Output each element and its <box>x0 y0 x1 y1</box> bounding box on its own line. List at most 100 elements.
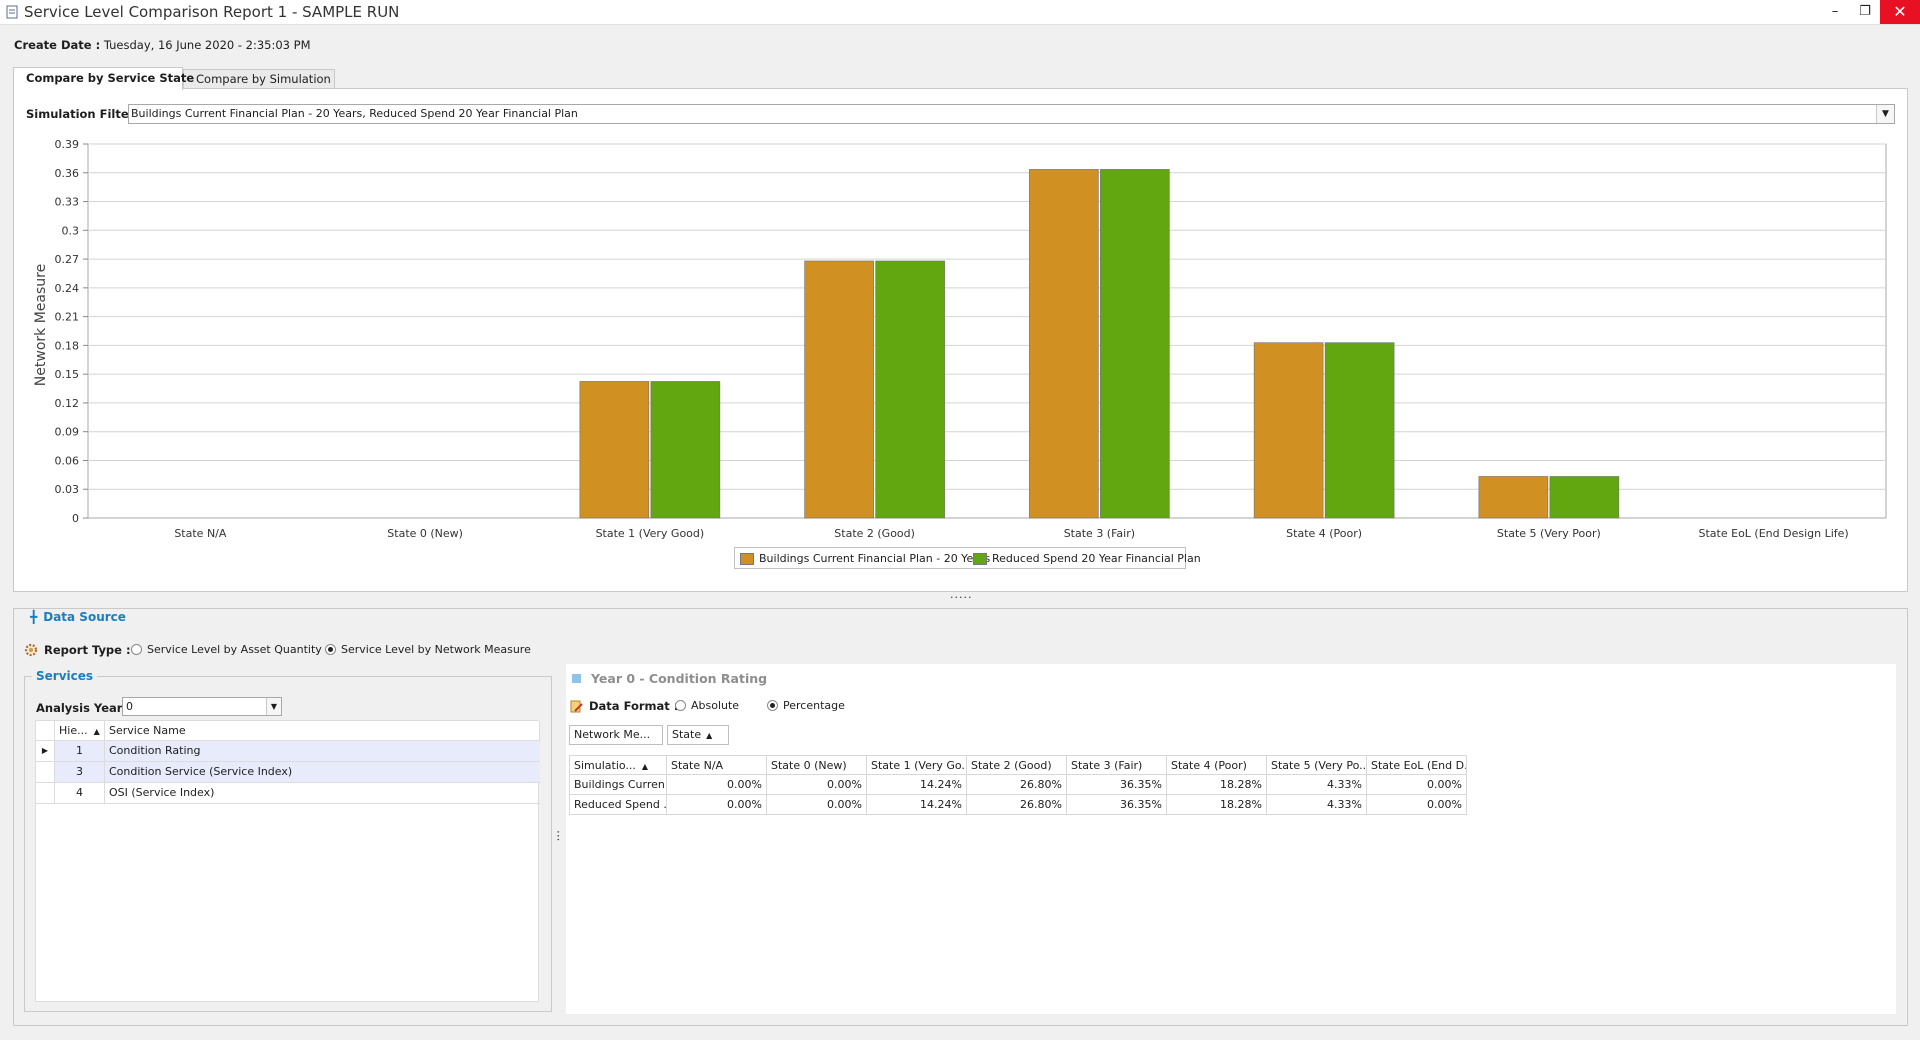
pivot-value-cell: 36.35% <box>1067 795 1167 815</box>
radio-network-measure[interactable]: Service Level by Network Measure <box>325 643 531 656</box>
gear-icon <box>24 643 38 657</box>
window-title: Service Level Comparison Report 1 - SAMP… <box>24 3 400 21</box>
pivot-row-header[interactable]: Buildings Curren... <box>569 775 667 795</box>
x-tick-label: State EoL (End Design Life) <box>1699 527 1849 540</box>
detail-title-text: Year 0 - Condition Rating <box>591 671 768 686</box>
pivot-column-header[interactable]: State 3 (Fair) <box>1067 755 1167 775</box>
chart-bars <box>579 169 1620 519</box>
y-tick-label: 0.03 <box>55 483 80 496</box>
filter-field-network-measure[interactable]: Network Me... <box>569 725 663 745</box>
y-tick-label: 0.09 <box>55 426 80 439</box>
chevron-down-icon[interactable]: ▼ <box>266 698 281 715</box>
report-type-label: Report Type : <box>44 643 131 657</box>
services-group <box>24 676 552 1012</box>
table-row[interactable]: ▶ 1 Condition Rating <box>36 741 540 762</box>
report-type: Report Type : <box>24 643 131 657</box>
bar-current-plan <box>1029 169 1099 519</box>
create-date-label: Create Date : <box>14 38 101 52</box>
horizontal-splitter[interactable]: ····· <box>950 591 973 604</box>
legend-label: Buildings Current Financial Plan - 20 Ye… <box>759 552 991 565</box>
radio-label: Service Level by Network Measure <box>341 643 531 656</box>
x-tick-label: State 4 (Poor) <box>1286 527 1362 540</box>
pivot-row-header[interactable]: Reduced Spend ... <box>569 795 667 815</box>
pivot-value-cell: 26.80% <box>967 775 1067 795</box>
table-row[interactable]: 4 OSI (Service Index) <box>36 783 540 804</box>
pivot-column-header[interactable]: State 4 (Poor) <box>1167 755 1267 775</box>
sort-asc-icon: ▲ <box>706 731 713 740</box>
y-tick-label: 0.06 <box>55 454 80 467</box>
bar-reduced-spend <box>875 260 945 519</box>
pivot-value-cell: 0.00% <box>1367 795 1467 815</box>
radio-button[interactable] <box>131 644 142 655</box>
radio-label: Absolute <box>691 699 740 712</box>
pivot-column-header[interactable]: State 1 (Very Go... <box>867 755 967 775</box>
row-indicator <box>36 783 55 803</box>
x-tick-label: State 0 (New) <box>387 527 463 540</box>
column-field-state[interactable]: State ▲ <box>667 725 729 745</box>
service-name: OSI (Service Index) <box>109 786 215 799</box>
pivot-column-header[interactable]: State 2 (Good) <box>967 755 1067 775</box>
report-icon <box>6 5 18 19</box>
y-tick-label: 0.33 <box>55 196 80 209</box>
simulation-filter-combobox[interactable]: Buildings Current Financial Plan - 20 Ye… <box>128 104 1895 124</box>
y-tick-label: 0.27 <box>55 253 80 266</box>
radio-button[interactable] <box>675 700 686 711</box>
service-id: 4 <box>55 783 105 803</box>
column-header-hierarchy[interactable]: Hie... ▲ <box>55 721 105 741</box>
pivot-column-header[interactable]: State N/A <box>667 755 767 775</box>
service-id: 1 <box>55 741 105 761</box>
y-tick-label: 0.3 <box>62 224 80 237</box>
data-source-header[interactable]: ╋ Data Source <box>26 610 130 624</box>
simulation-filter-label: Simulation Filter : <box>26 107 143 121</box>
pivot-value-cell: 4.33% <box>1267 775 1367 795</box>
pivot-column-header[interactable]: State EoL (End D... <box>1367 755 1467 775</box>
sort-asc-icon: ▲ <box>641 762 649 771</box>
pivot-value-cell: 18.28% <box>1167 775 1267 795</box>
radio-button[interactable] <box>767 700 778 711</box>
radio-button[interactable] <box>325 644 336 655</box>
radio-absolute[interactable]: Absolute <box>675 699 739 712</box>
row-indicator <box>36 762 55 782</box>
radio-asset-quantity[interactable]: Service Level by Asset Quantity <box>131 643 322 656</box>
row-indicator-header <box>36 721 55 741</box>
square-icon <box>572 674 581 683</box>
bar-reduced-spend <box>1549 476 1620 519</box>
x-tick-label: State 1 (Very Good) <box>596 527 705 540</box>
legend-item: Reduced Spend 20 Year Financial Plan <box>973 551 1201 567</box>
y-tick-label: 0 <box>72 512 79 525</box>
y-tick-label: 0.18 <box>55 339 80 352</box>
restore-button[interactable]: ❐ <box>1859 4 1871 19</box>
bar-current-plan <box>1478 476 1549 519</box>
column-header-service-name[interactable]: Service Name <box>105 721 540 741</box>
row-field-simulation[interactable]: Simulatio... ▲ <box>569 755 667 775</box>
y-tick-label: 0.39 <box>55 138 80 151</box>
services-title: Services <box>32 669 98 683</box>
vertical-splitter[interactable]: ··· <box>551 830 565 842</box>
y-tick-label: 0.21 <box>55 311 80 324</box>
detail-title: Year 0 - Condition Rating <box>572 671 767 686</box>
chevron-down-icon[interactable]: ▼ <box>1876 105 1894 123</box>
bar-current-plan <box>804 260 874 519</box>
table-row[interactable]: 3 Condition Service (Service Index) <box>36 762 540 783</box>
close-button[interactable]: ✕ <box>1880 0 1920 24</box>
row-indicator-icon: ▶ <box>36 741 55 761</box>
minimize-button[interactable]: – <box>1831 4 1839 19</box>
data-format-label: Data Format : <box>589 699 679 713</box>
pivot-value-cell: 26.80% <box>967 795 1067 815</box>
legend-swatch <box>740 553 754 565</box>
pivot-column-header[interactable]: State 5 (Very Po... <box>1267 755 1367 775</box>
tab-compare-by-simulation[interactable]: Compare by Simulation <box>183 69 335 89</box>
chart-gridlines <box>87 143 1887 519</box>
pivot-value-cell: 36.35% <box>1067 775 1167 795</box>
analysis-year-combobox[interactable]: 0 <box>122 697 282 716</box>
radio-percentage[interactable]: Percentage <box>767 699 845 712</box>
column-field-label: State <box>672 728 702 741</box>
sort-asc-icon: ▲ <box>93 727 100 736</box>
create-date: Create Date : Tuesday, 16 June 2020 - 2:… <box>14 38 311 52</box>
y-tick-label: 0.12 <box>55 397 80 410</box>
plot-frame <box>87 143 1887 519</box>
pivot-column-header[interactable]: State 0 (New) <box>767 755 867 775</box>
tab-compare-by-service-state[interactable]: Compare by Service State <box>13 67 194 90</box>
title-bar: Service Level Comparison Report 1 - SAMP… <box>0 0 1920 25</box>
pivot-value-cell: 14.24% <box>867 795 967 815</box>
